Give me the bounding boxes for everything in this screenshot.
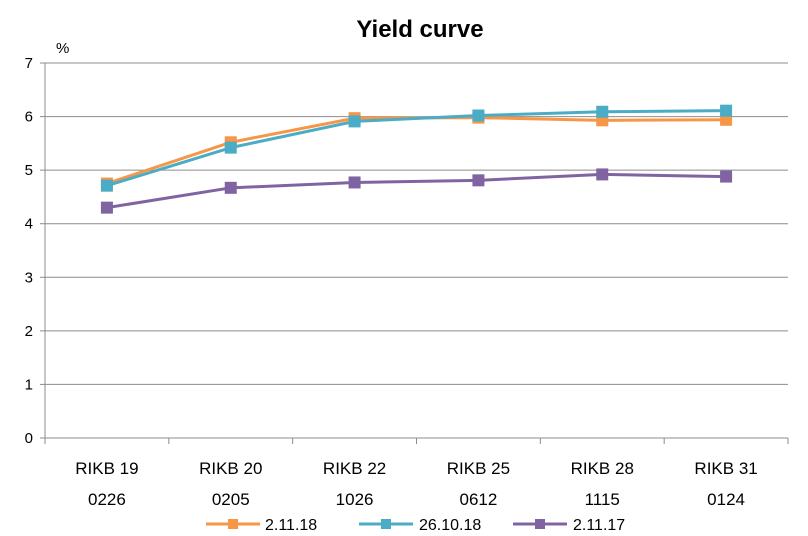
- x-tick-label: 0612: [460, 490, 498, 509]
- data-point-marker: [720, 113, 733, 126]
- y-tick-label: 7: [25, 55, 33, 72]
- series-line: [106, 109, 727, 188]
- x-tick-label: RIKB 28: [571, 459, 634, 478]
- series-line: [106, 172, 727, 210]
- y-tick-label: 2: [25, 323, 33, 340]
- data-point-marker: [224, 141, 237, 154]
- data-point-marker: [100, 201, 113, 214]
- y-tick-label: 4: [25, 216, 33, 233]
- legend-swatch-marker: [228, 519, 238, 529]
- data-point-marker: [720, 104, 733, 117]
- y-tick-labels: 0 1 2 3 4 5 6 7: [25, 55, 33, 447]
- chart-title: Yield curve: [356, 16, 483, 43]
- x-tick-labels: RIKB 19 0226 RIKB 20 0205 RIKB 22 1026 RIKB 25…: [75, 459, 757, 509]
- y-tick-label: 1: [25, 376, 33, 393]
- x-tick-label: RIKB 22: [323, 459, 386, 478]
- x-tick-label: 1026: [336, 490, 374, 509]
- data-point-marker: [224, 181, 237, 194]
- x-tick-label: RIKB 25: [447, 459, 510, 478]
- x-tick-label: 0124: [707, 490, 745, 509]
- legend-label: 2.11.17: [573, 517, 625, 534]
- x-tick-label: RIKB 31: [694, 459, 757, 478]
- y-tick-label: 5: [25, 162, 33, 179]
- y-tick-label: 3: [25, 269, 33, 286]
- series-group: [100, 104, 733, 214]
- legend-swatch-marker: [535, 519, 545, 529]
- data-point-marker: [596, 105, 609, 118]
- x-tick-label: 1115: [585, 490, 620, 509]
- data-point-marker: [100, 179, 113, 192]
- data-point-marker: [348, 176, 361, 189]
- data-point-marker: [348, 115, 361, 128]
- legend-label: 2.11.18: [265, 517, 317, 534]
- data-point-marker: [596, 168, 609, 181]
- legend: 2.11.18 26.10.18 2.11.17: [206, 517, 625, 534]
- y-tick-label: 6: [25, 109, 33, 126]
- x-tick-label: RIKB 19: [75, 459, 138, 478]
- data-point-marker: [472, 109, 485, 122]
- y-tick-label: 0: [25, 430, 33, 447]
- data-point-marker: [472, 174, 485, 187]
- data-point-marker: [720, 170, 733, 183]
- legend-swatch-marker: [381, 519, 391, 529]
- legend-label: 26.10.18: [419, 517, 481, 534]
- x-tick-label: 0205: [212, 490, 250, 509]
- y-axis-unit-label: %: [56, 40, 69, 57]
- x-tick-label: RIKB 20: [199, 459, 262, 478]
- axes: [40, 62, 789, 444]
- x-tick-label: 0226: [88, 490, 126, 509]
